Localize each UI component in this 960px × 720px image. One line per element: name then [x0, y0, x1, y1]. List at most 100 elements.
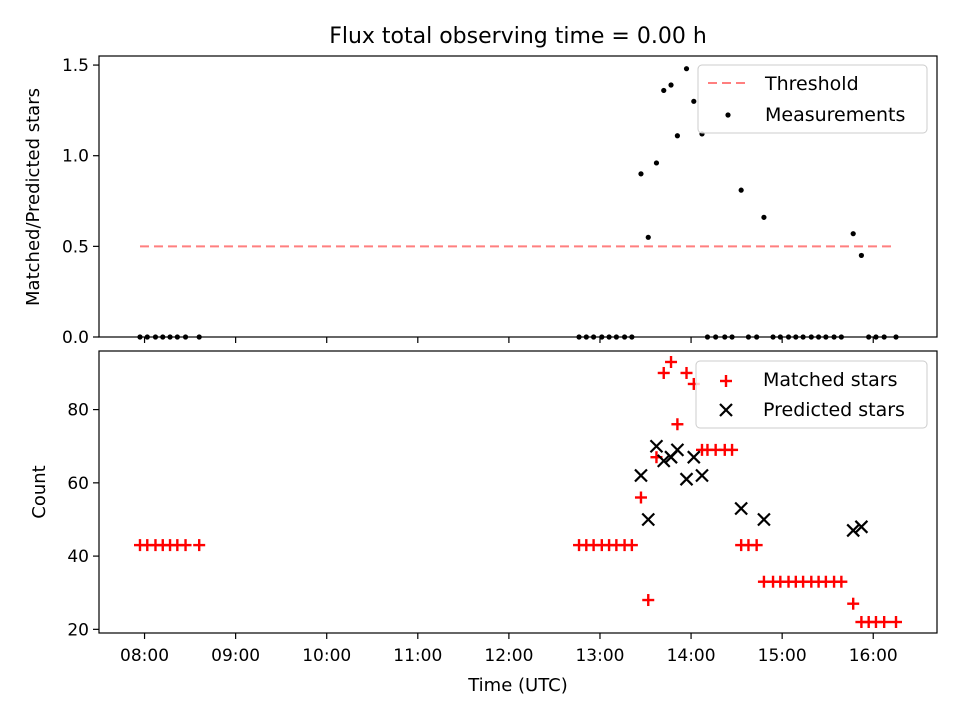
- measurement-point: [691, 98, 697, 104]
- matched-stars-point: [642, 594, 655, 607]
- y-tick-label: 80: [67, 401, 89, 421]
- measurement-point: [831, 334, 837, 340]
- measurement-point: [866, 334, 872, 340]
- measurement-point: [722, 334, 728, 340]
- x-tick-label: 13:00: [575, 646, 624, 666]
- measurement-point: [182, 334, 189, 340]
- top-y-axis-label: Matched/Predicted stars: [23, 88, 44, 306]
- measurements-legend-label: Measurements: [765, 104, 905, 126]
- matched-stars-point: [835, 575, 848, 588]
- measurement-point: [613, 334, 619, 340]
- bottom-y-axis-label: Count: [29, 465, 50, 518]
- x-tick-label: 09:00: [211, 646, 260, 666]
- predicted-stars-legend-label: Predicted stars: [763, 399, 905, 421]
- matched-stars-point: [665, 355, 678, 368]
- measurement-point: [823, 334, 829, 340]
- matched-stars-point: [890, 616, 903, 629]
- top-axes-ticks: 0.0 0.5 1.0 1.5: [62, 56, 874, 348]
- measurement-point: [629, 334, 635, 340]
- measurements-series: [137, 66, 899, 340]
- measurement-point: [777, 334, 783, 340]
- measurement-point: [621, 334, 628, 340]
- measurement-point: [583, 334, 589, 340]
- x-tick-label: 15:00: [758, 646, 807, 666]
- measurement-point: [881, 334, 887, 340]
- predicted-stars-point: [670, 443, 685, 457]
- matched-stars-point: [193, 539, 206, 552]
- measurement-point: [137, 334, 143, 340]
- bottom-axes: 20 40 60 80 08:00 09:00 10:00 11:00 12:00 13:00 14…: [29, 350, 938, 696]
- bottom-legend-box: [695, 360, 928, 429]
- predicted-stars-point: [854, 520, 869, 534]
- measurement-point: [591, 334, 597, 340]
- measurement-point: [785, 334, 792, 340]
- x-tick-label: 16:00: [849, 646, 898, 666]
- matched-stars-point: [726, 443, 739, 456]
- matched-stars-point: [179, 539, 192, 552]
- matched-stars-point: [878, 616, 891, 629]
- predicted-stars-point: [656, 454, 671, 468]
- bottom-axes-ticks: 20 40 60 80 08:00 09:00 10:00 11:00 12:00 13:00 14…: [67, 401, 897, 666]
- x-tick-label: 12:00: [484, 646, 533, 666]
- measurement-point: [576, 334, 582, 340]
- measurement-point: [713, 334, 719, 340]
- y-tick-label: 60: [67, 474, 89, 494]
- bottom-axes-frame: [98, 350, 938, 634]
- matched-stars-point: [671, 418, 684, 431]
- predicted-stars-point: [846, 523, 860, 538]
- predicted-stars-legend-swatch: [719, 403, 733, 417]
- predicted-stars-point: [687, 450, 701, 464]
- matched-stars-point: [657, 366, 670, 379]
- predicted-stars-point: [649, 439, 664, 453]
- x-tick-label: 14:00: [667, 646, 716, 666]
- measurement-point: [167, 334, 173, 340]
- measurement-point: [838, 334, 844, 340]
- measurement-point: [606, 334, 612, 340]
- y-tick-label: 0.5: [62, 237, 89, 257]
- measurement-point: [174, 334, 180, 340]
- measurement-point: [815, 334, 822, 340]
- measurement-point: [653, 160, 660, 166]
- measurement-point: [770, 334, 776, 340]
- matched-stars-point: [750, 539, 763, 552]
- measurement-point: [704, 334, 711, 340]
- measurement-point: [745, 334, 752, 340]
- measurement-point: [761, 214, 767, 220]
- x-tick-label: 11:00: [393, 646, 442, 666]
- predicted-stars-point: [734, 501, 748, 516]
- measurement-point: [738, 187, 744, 193]
- y-tick-label: 1.0: [62, 147, 89, 167]
- measurement-point: [668, 82, 674, 88]
- top-axes: 0.0 0.5 1.0 1.5 Matched/Predicted stars Thr…: [23, 55, 938, 348]
- measurement-point: [858, 252, 864, 259]
- y-tick-label: 40: [67, 547, 89, 567]
- predicted-stars-point: [679, 472, 694, 486]
- top-legend-box: [697, 64, 928, 134]
- y-tick-label: 0.0: [62, 328, 89, 348]
- measurement-point: [754, 334, 760, 340]
- matched-stars-point: [634, 491, 647, 504]
- x-tick-label: 08:00: [120, 646, 169, 666]
- predicted-stars-series: [634, 439, 869, 538]
- matched-stars-series: [133, 355, 903, 629]
- measurement-point: [808, 334, 814, 340]
- measurement-point: [683, 66, 690, 72]
- measurement-point: [152, 334, 159, 340]
- measurement-point: [645, 234, 651, 240]
- matched-stars-point: [847, 597, 860, 610]
- chart-title: Flux total observing time = 0.00 h: [329, 24, 707, 49]
- measurement-point: [196, 334, 202, 340]
- x-axis-label: Time (UTC): [467, 675, 568, 696]
- measurement-point: [850, 231, 856, 237]
- measurement-point: [793, 334, 799, 340]
- measurement-point: [800, 334, 806, 340]
- predicted-stars-point: [757, 512, 771, 527]
- measurement-point: [729, 334, 735, 340]
- matched-stars-point: [680, 366, 693, 379]
- threshold-legend-label: Threshold: [764, 73, 859, 95]
- measurement-point: [599, 334, 605, 340]
- measurement-point: [638, 171, 644, 177]
- top-legend: Threshold Measurements: [697, 64, 928, 134]
- predicted-stars-point: [695, 468, 709, 483]
